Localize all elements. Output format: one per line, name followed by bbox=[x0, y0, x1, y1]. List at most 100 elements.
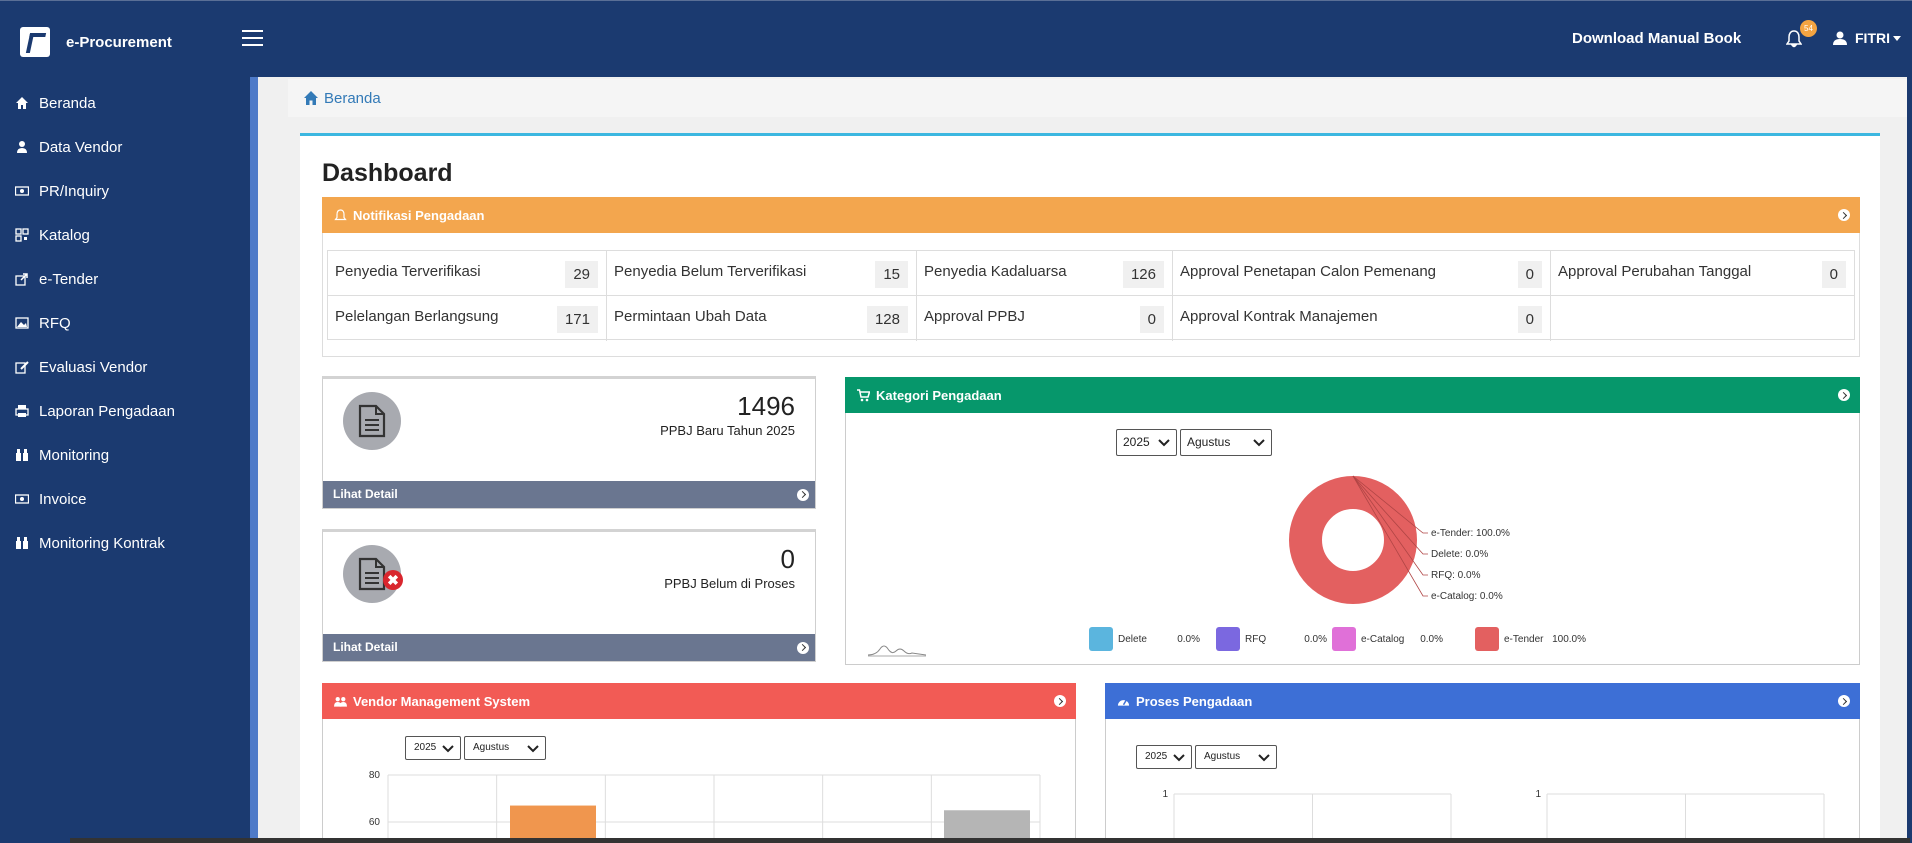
month-select[interactable]: Agustus bbox=[464, 736, 546, 760]
sidebar-item-rfq[interactable]: RFQ bbox=[0, 301, 250, 345]
file-icon bbox=[343, 392, 401, 450]
sidebar-item-label: Monitoring bbox=[39, 446, 110, 464]
page-title: Dashboard bbox=[322, 159, 453, 187]
chevron-right-icon[interactable] bbox=[1838, 389, 1850, 401]
user-icon bbox=[1833, 31, 1847, 45]
notif-cell[interactable]: Approval Perubahan Tanggal 0 bbox=[1551, 251, 1854, 296]
vms-panel-header: Vendor Management System bbox=[322, 683, 1076, 719]
breadcrumb: Beranda bbox=[288, 79, 1908, 117]
view-detail-link[interactable]: Lihat Detail bbox=[323, 481, 815, 508]
chevron-down-icon bbox=[1253, 439, 1265, 447]
vms-bar-chart: 80 60 bbox=[369, 770, 1041, 843]
legend-label: RFQ bbox=[1245, 634, 1266, 645]
sidebar-item-label: Invoice bbox=[39, 490, 87, 508]
notif-cell[interactable]: Penyedia Terverifikasi 29 bbox=[328, 251, 607, 296]
count-badge: 128 bbox=[866, 306, 908, 333]
user-icon bbox=[15, 140, 29, 154]
year-select[interactable]: 2025 bbox=[1116, 429, 1177, 456]
sidebar-item-label: Laporan Pengadaan bbox=[39, 402, 175, 420]
proses-panel-header: Proses Pengadaan bbox=[1105, 683, 1860, 719]
count-badge: 0 bbox=[1821, 261, 1846, 288]
notif-cell[interactable]: Pelelangan Berlangsung 171 bbox=[328, 296, 607, 341]
sidebar-item-data-vendor[interactable]: Data Vendor bbox=[0, 125, 250, 169]
notif-cell[interactable]: Penyedia Kadaluarsa 126 bbox=[917, 251, 1173, 296]
y-tick-label: 60 bbox=[369, 817, 381, 828]
pie-callout-label: RFQ: 0.0% bbox=[1431, 570, 1481, 581]
binoculars-icon bbox=[15, 536, 29, 550]
close-circle-icon: ✖ bbox=[383, 570, 403, 590]
caret-down-icon bbox=[1893, 35, 1901, 41]
bar bbox=[510, 805, 596, 843]
kategori-pie-chart: e-Tender: 100.0% Delete: 0.0% RFQ: 0.0% e-C… bbox=[1089, 475, 1586, 651]
sidebar-item-e-tender[interactable]: e-Tender bbox=[0, 257, 250, 301]
sidebar-edge bbox=[250, 77, 258, 843]
y-tick-label: 80 bbox=[369, 770, 381, 781]
notif-cell[interactable]: Approval PPBJ 0 bbox=[917, 296, 1173, 341]
pie-callout-line bbox=[1352, 475, 1428, 534]
year-select[interactable]: 2025 bbox=[1136, 745, 1192, 769]
user-menu[interactable]: FITRI bbox=[1833, 30, 1901, 46]
sidebar-item-monitoring[interactable]: Monitoring bbox=[0, 433, 250, 477]
notif-cell[interactable]: Approval Kontrak Manajemen 0 bbox=[1173, 296, 1551, 341]
download-manual-link[interactable]: Download Manual Book bbox=[1572, 30, 1742, 47]
chevron-down-icon bbox=[442, 745, 454, 753]
sidebar-item-monitoring-kontrak[interactable]: Monitoring Kontrak bbox=[0, 521, 250, 565]
horizontal-scrollbar[interactable] bbox=[70, 838, 1910, 843]
users-icon bbox=[334, 696, 347, 707]
notif-cell[interactable]: Approval Penetapan Calon Pemenang 0 bbox=[1173, 251, 1551, 296]
sidebar-item-evaluasi-vendor[interactable]: Evaluasi Vendor bbox=[0, 345, 250, 389]
sidebar-item-invoice[interactable]: Invoice bbox=[0, 477, 250, 521]
month-select[interactable]: Agustus bbox=[1195, 745, 1277, 769]
stat-box-ppbj-baru: 1496 PPBJ Baru Tahun 2025 Lihat Detail bbox=[322, 376, 816, 509]
count-badge: 0 bbox=[1517, 261, 1542, 288]
legend-label: e-Tender bbox=[1504, 634, 1544, 645]
chevron-down-icon bbox=[1258, 754, 1270, 762]
legend-swatch bbox=[1089, 627, 1113, 651]
menu-toggle-icon[interactable] bbox=[242, 30, 263, 46]
bell-icon[interactable] bbox=[1785, 30, 1803, 48]
legend-label: e-Catalog bbox=[1361, 634, 1404, 645]
chevron-down-icon bbox=[1173, 754, 1185, 762]
sidebar-item-beranda[interactable]: Beranda bbox=[0, 81, 250, 125]
image-icon bbox=[15, 316, 29, 330]
view-detail-link[interactable]: Lihat Detail bbox=[323, 634, 815, 661]
month-select[interactable]: Agustus bbox=[1180, 429, 1272, 456]
chevron-right-icon[interactable] bbox=[1054, 695, 1066, 707]
sidebar-item-pr-inquiry[interactable]: PR/Inquiry bbox=[0, 169, 250, 213]
kategori-panel-body: 2025 Agustus e-Tender: 100.0% Delete: 0.0… bbox=[845, 413, 1860, 665]
legend-value: 100.0% bbox=[1552, 634, 1586, 645]
sidebar-item-label: RFQ bbox=[39, 314, 71, 332]
chevron-down-icon bbox=[1158, 439, 1170, 447]
legend-swatch bbox=[1216, 627, 1240, 651]
chevron-right-icon bbox=[797, 488, 809, 501]
year-select[interactable]: 2025 bbox=[405, 736, 461, 760]
sidebar-item-katalog[interactable]: Katalog bbox=[0, 213, 250, 257]
pie-callout-label: Delete: 0.0% bbox=[1431, 549, 1488, 560]
stat-caption: PPBJ Baru Tahun 2025 bbox=[660, 423, 795, 438]
brand[interactable]: e-Procurement bbox=[20, 27, 172, 57]
sidebar-item-label: Evaluasi Vendor bbox=[39, 358, 148, 376]
count-badge: 126 bbox=[1122, 261, 1164, 288]
qrcode-icon bbox=[15, 228, 29, 242]
breadcrumb-home-link[interactable]: Beranda bbox=[324, 89, 381, 107]
sidebar-item-laporan-pengadaan[interactable]: Laporan Pengadaan bbox=[0, 389, 250, 433]
count-badge: 0 bbox=[1139, 306, 1164, 333]
share-square-icon bbox=[15, 272, 29, 286]
scrollbar[interactable] bbox=[1907, 77, 1912, 843]
stat-caption: PPBJ Belum di Proses bbox=[664, 576, 795, 591]
count-badge: 171 bbox=[556, 306, 598, 333]
chevron-right-icon[interactable] bbox=[1838, 209, 1850, 221]
notif-cell[interactable]: Permintaan Ubah Data 128 bbox=[607, 296, 917, 341]
legend-swatch bbox=[1475, 627, 1499, 651]
legend-value: 0.0% bbox=[1177, 634, 1200, 645]
home-icon bbox=[304, 91, 318, 105]
pie-callout-label: e-Tender: 100.0% bbox=[1431, 528, 1510, 539]
panel-title: Proses Pengadaan bbox=[1136, 693, 1253, 709]
sidebar-item-label: Katalog bbox=[39, 226, 90, 244]
notif-cell[interactable]: Penyedia Belum Terverifikasi 15 bbox=[607, 251, 917, 296]
notification-table: Penyedia Terverifikasi 29 Penyedia Belum … bbox=[327, 250, 1855, 341]
pie-callout-line bbox=[1352, 475, 1428, 576]
sidebar: Beranda Data Vendor PR/Inquiry Katalog e… bbox=[0, 77, 250, 843]
chevron-right-icon[interactable] bbox=[1838, 695, 1850, 707]
